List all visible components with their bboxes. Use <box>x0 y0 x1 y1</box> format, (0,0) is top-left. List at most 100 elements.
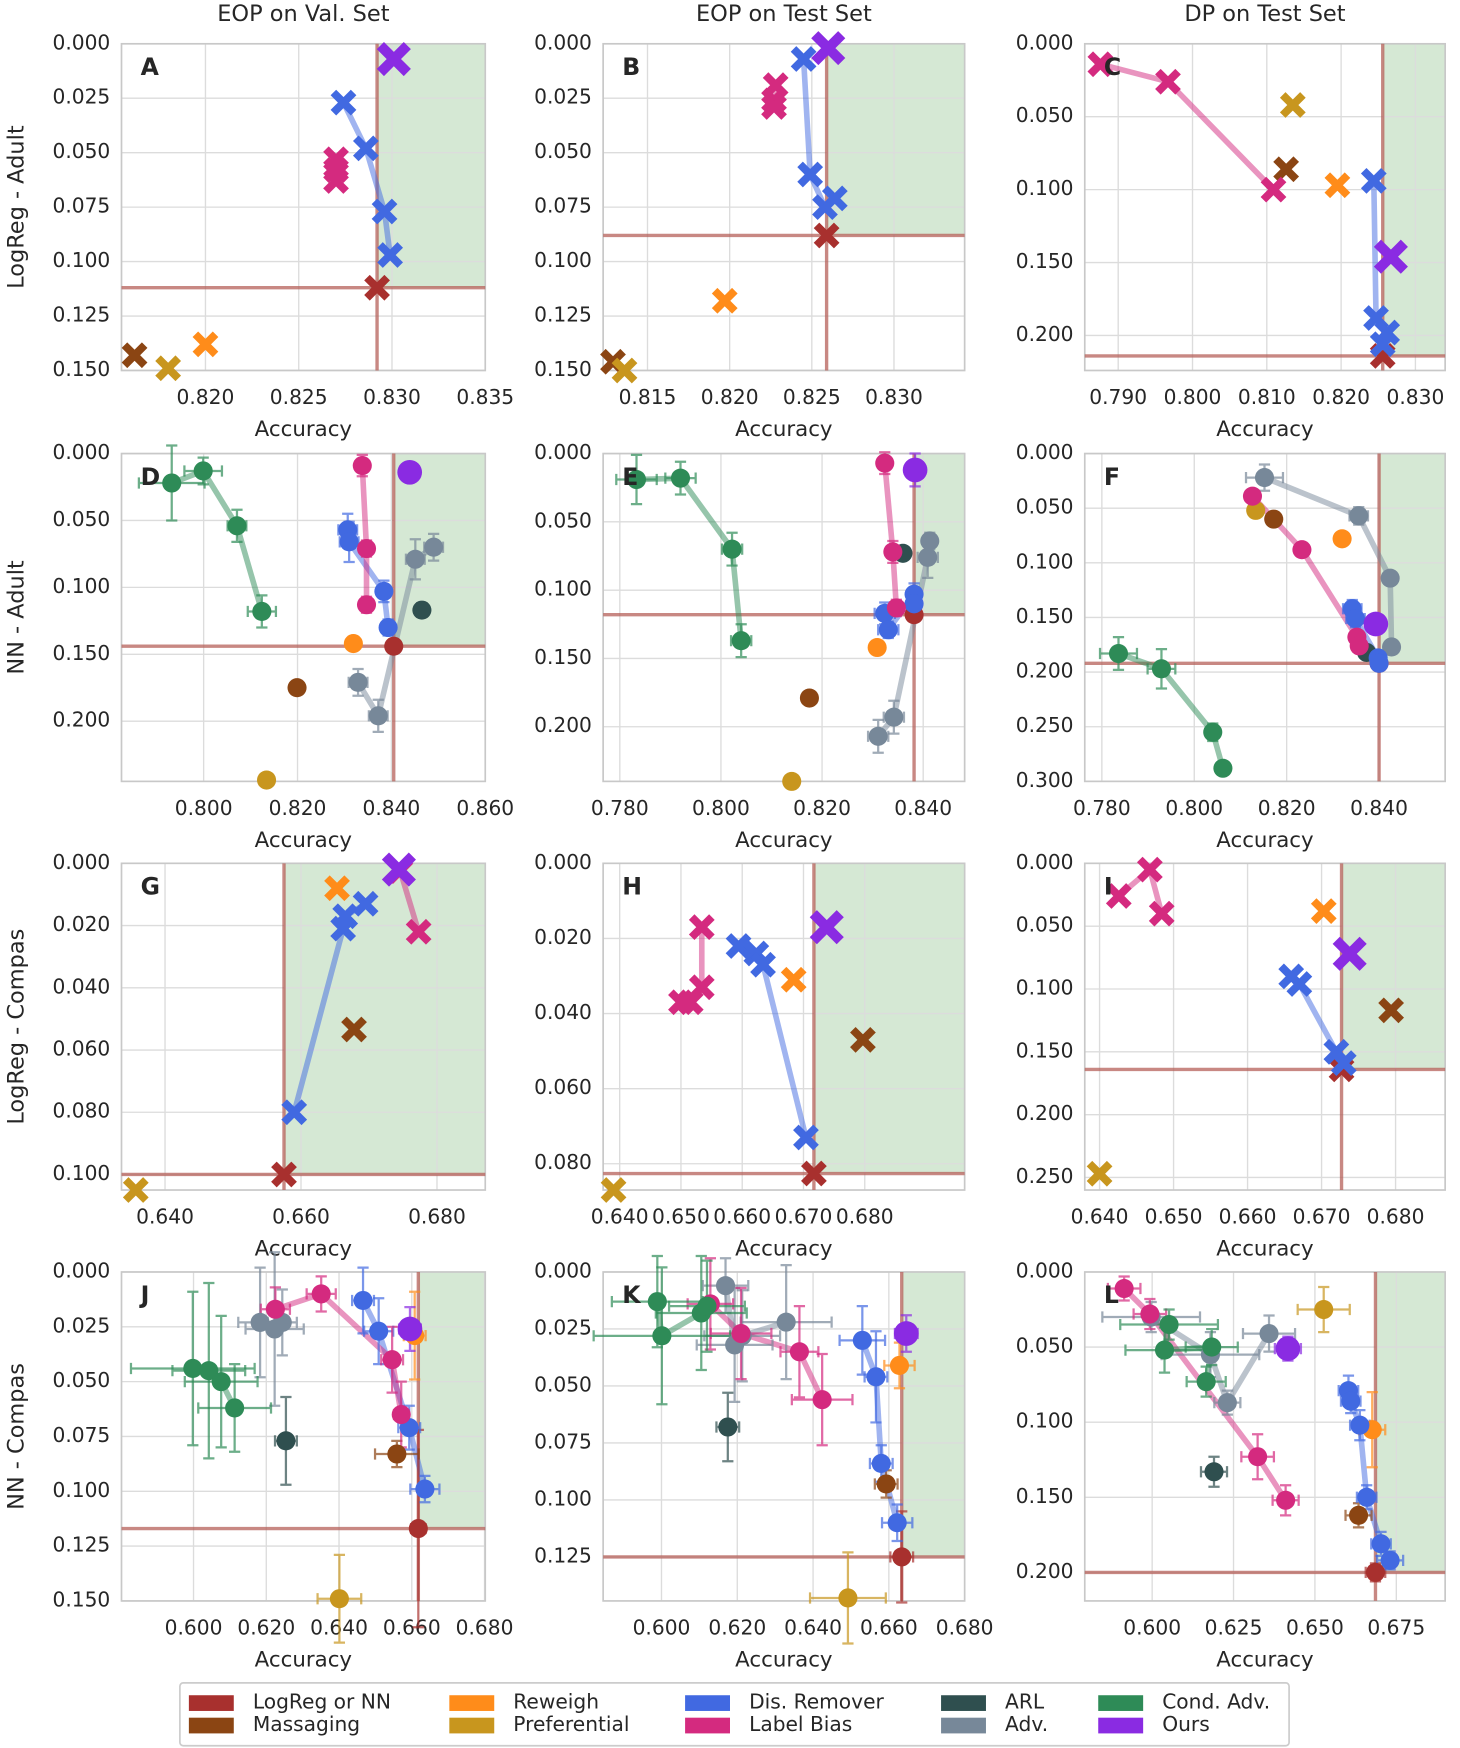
marker <box>1332 529 1352 549</box>
row-label: LogReg - Compas <box>4 929 30 1125</box>
marker <box>343 634 363 654</box>
marker <box>408 1519 428 1539</box>
marker <box>287 678 307 698</box>
marker <box>352 135 379 162</box>
marker <box>1264 509 1284 529</box>
panel-letter: G <box>141 873 160 901</box>
marker <box>415 1479 435 1499</box>
y-tick-label: 0.080 <box>534 1150 592 1174</box>
y-tick-label: 0.060 <box>534 1075 592 1099</box>
y-tick-label: 0.200 <box>52 708 110 732</box>
y-tick-label: 0.025 <box>52 1313 110 1337</box>
x-tick-label: 0.675 <box>1367 1615 1425 1639</box>
marker <box>324 875 350 902</box>
x-axis-label: Accuracy <box>255 828 352 853</box>
x-tick-label: 0.625 <box>1205 1615 1263 1639</box>
y-tick-label: 0.125 <box>534 303 592 327</box>
marker <box>611 357 638 384</box>
marker <box>626 469 647 490</box>
series-line <box>636 475 744 641</box>
marker <box>405 549 425 569</box>
x-tick-label: 0.600 <box>165 1615 223 1639</box>
marker <box>670 468 691 488</box>
x-tick-label: 0.620 <box>237 1615 295 1639</box>
x-tick-label: 0.840 <box>362 796 420 820</box>
marker <box>1159 1315 1179 1335</box>
marker <box>374 581 394 601</box>
legend-label: Preferential <box>513 1712 629 1736</box>
y-tick-label: 0.100 <box>1016 549 1074 573</box>
y-tick-label: 0.200 <box>1016 322 1074 346</box>
marker <box>852 1330 872 1350</box>
marker <box>1341 1391 1361 1411</box>
better-region <box>826 43 965 236</box>
x-axis-label: Accuracy <box>735 1237 832 1262</box>
marker <box>1108 643 1129 664</box>
marker <box>162 473 182 493</box>
y-tick-label: 0.000 <box>1016 850 1074 874</box>
marker <box>368 706 388 726</box>
marker <box>121 342 148 369</box>
legend-swatch <box>1098 1695 1144 1711</box>
marker <box>1273 156 1300 183</box>
x-tick-label: 0.820 <box>1312 385 1370 409</box>
x-tick-label: 0.670 <box>1293 1205 1351 1229</box>
marker <box>1350 1415 1370 1435</box>
y-tick-label: 0.080 <box>52 1099 110 1123</box>
better-region <box>901 1271 965 1557</box>
marker <box>353 1290 373 1311</box>
x-tick-label: 0.650 <box>1286 1615 1344 1639</box>
marker <box>329 1589 349 1609</box>
plot-frame <box>120 862 487 1191</box>
marker <box>718 1417 738 1437</box>
x-tick-label: 0.800 <box>1164 385 1222 409</box>
marker <box>838 1588 858 1608</box>
marker <box>1242 486 1263 506</box>
series-line <box>1149 1314 1272 1406</box>
row-label: LogReg - Adult <box>4 125 30 289</box>
x-tick-label: 0.825 <box>783 385 841 409</box>
marker <box>688 914 715 941</box>
marker <box>1349 506 1369 526</box>
y-tick-label: 0.250 <box>1016 1164 1074 1188</box>
better-region <box>1382 43 1446 356</box>
marker <box>1154 1340 1175 1360</box>
marker <box>378 617 398 638</box>
x-tick-label: 0.600 <box>633 1615 691 1639</box>
marker <box>812 1390 832 1410</box>
x-tick-label: 0.660 <box>860 1615 918 1639</box>
marker <box>323 168 349 194</box>
y-tick-label: 0.050 <box>534 508 592 532</box>
marker <box>867 637 887 658</box>
panel-letter: L <box>1104 1281 1119 1309</box>
marker <box>364 274 390 301</box>
marker <box>252 601 272 621</box>
x-tick-label: 0.820 <box>793 796 851 820</box>
x-axis-label: Accuracy <box>1216 1647 1313 1672</box>
marker <box>1286 971 1313 997</box>
marker <box>811 31 846 66</box>
marker <box>1345 609 1366 629</box>
y-tick-label: 0.000 <box>534 30 592 54</box>
marker <box>1357 1487 1377 1507</box>
marker <box>1086 1160 1113 1187</box>
x-tick-label: 0.860 <box>456 796 514 820</box>
marker <box>821 185 848 212</box>
marker <box>697 1296 717 1316</box>
marker <box>352 890 379 917</box>
marker <box>1203 722 1223 742</box>
plot-frame <box>120 452 487 783</box>
marker <box>1314 1299 1334 1320</box>
x-tick-label: 0.680 <box>936 1615 994 1639</box>
x-tick-label: 0.825 <box>270 385 328 409</box>
marker <box>1369 653 1389 673</box>
marker <box>1349 636 1369 656</box>
marker <box>1148 900 1175 927</box>
marker <box>183 1358 203 1379</box>
marker <box>918 547 938 567</box>
y-tick-label: 0.020 <box>534 925 592 949</box>
y-tick-label: 0.025 <box>534 1315 592 1339</box>
marker <box>731 631 751 651</box>
